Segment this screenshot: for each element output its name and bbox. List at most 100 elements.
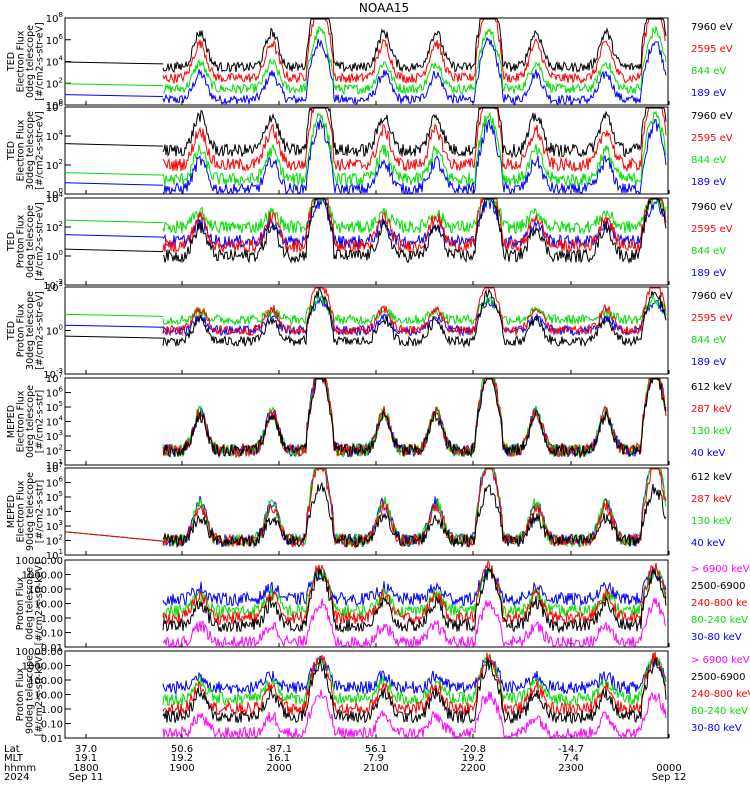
y-tick-label: 107 bbox=[46, 371, 63, 385]
y-tick-label: 101 bbox=[46, 548, 63, 562]
legend-entry: 2595 eV bbox=[691, 44, 733, 55]
y-tick-label: 10-3 bbox=[43, 367, 63, 381]
legend-entry: 2500-6900 bbox=[691, 581, 746, 592]
legend-entry: 2595 eV bbox=[691, 133, 733, 144]
series-trace bbox=[162, 25, 667, 96]
y-tick-label: 100 bbox=[46, 324, 63, 338]
y-tick-label: 0.10 bbox=[41, 720, 63, 731]
legend-entry: 240-800 ke bbox=[691, 598, 748, 609]
legend-entry: 2500-6900 bbox=[691, 672, 746, 683]
series-trace bbox=[162, 651, 667, 717]
legend-entry: 2595 eV bbox=[691, 313, 733, 324]
series-trace bbox=[162, 197, 667, 235]
x-tick-label-mlt: 7.9 bbox=[368, 753, 384, 764]
x-row-label: Lat bbox=[4, 744, 20, 755]
x-tick-label-hhmm: 2200 bbox=[460, 763, 485, 774]
legend-entry: 7960 eV bbox=[691, 202, 733, 213]
legend-entry: 844 eV bbox=[691, 246, 726, 257]
x-row-label: hhmm bbox=[4, 763, 36, 774]
legend-entry: 844 eV bbox=[691, 66, 726, 77]
series-trace bbox=[162, 565, 667, 608]
legend-entry: 130 keV bbox=[691, 426, 732, 437]
y-tick-label: 102 bbox=[46, 76, 63, 90]
series-trace bbox=[162, 287, 667, 349]
legend-entry: 189 eV bbox=[691, 268, 726, 279]
series-trace bbox=[162, 18, 666, 85]
series-trace bbox=[162, 295, 667, 326]
y-tick-label: 1.00 bbox=[41, 614, 63, 625]
panel-8: 0.01 0.10 1.00 10.00 100.00 1000.00 10000.00Pr… bbox=[15, 647, 750, 745]
y-tick-label: 102 bbox=[46, 220, 63, 234]
series-trace bbox=[162, 652, 667, 708]
series-trace bbox=[162, 560, 667, 625]
y-tick-label: 100.00 bbox=[28, 676, 63, 687]
x-tick-label-hhmm: 0000 bbox=[656, 763, 681, 774]
figure-title: NOAA15 bbox=[359, 1, 409, 15]
plot-frame bbox=[64, 106, 669, 195]
series-trace bbox=[162, 656, 667, 725]
x-tick-label-lat: -87.1 bbox=[266, 744, 292, 755]
y-tick-label: 10000.00 bbox=[15, 647, 63, 658]
y-tick-label: 105 bbox=[46, 490, 63, 504]
y-tick-label: 10.00 bbox=[34, 691, 63, 702]
y-tick-label: 105 bbox=[46, 400, 63, 414]
y-tick-label: 1000.00 bbox=[22, 662, 63, 673]
series-trace bbox=[162, 655, 667, 696]
legend-entry: 130 keV bbox=[691, 516, 732, 527]
x-tick-label-hhmm: 2300 bbox=[558, 763, 583, 774]
plot-frame bbox=[64, 559, 669, 648]
legend-entry: 287 keV bbox=[691, 404, 732, 415]
trace-segment bbox=[64, 234, 164, 238]
series-trace bbox=[162, 117, 667, 195]
x-tick-label-date: Sep 12 bbox=[652, 772, 687, 783]
trace-segment bbox=[64, 83, 164, 87]
legend-entry: 844 eV bbox=[691, 335, 726, 346]
x-tick-label-mlt: 16.1 bbox=[268, 753, 290, 764]
plot-frame bbox=[64, 197, 669, 286]
y-tick-label: 102 bbox=[46, 534, 63, 548]
y-tick-label: 100 bbox=[46, 249, 63, 263]
y-tick-label: 0.01 bbox=[41, 643, 63, 654]
series-trace bbox=[162, 286, 667, 337]
legend-entry: 7960 eV bbox=[691, 291, 733, 302]
y-axis-label: TEDProton Flux0deg telescope[#/cm2-s-str… bbox=[6, 202, 46, 281]
y-tick-label: 100 bbox=[46, 187, 63, 201]
series-trace bbox=[162, 567, 667, 634]
series-trace bbox=[162, 106, 667, 159]
series-trace bbox=[162, 481, 667, 549]
x-tick-label-lat: 56.1 bbox=[365, 744, 387, 755]
y-axis-label: Proton Flux0deg telescope[#/cm2-s-str-ke… bbox=[15, 562, 45, 646]
y-tick-label: 1.00 bbox=[41, 705, 63, 716]
trace-segment bbox=[64, 313, 164, 317]
y-axis-label: MEPEDElectron Flux90deg telescope[#/cm2-… bbox=[6, 472, 46, 551]
y-tick-label: 104 bbox=[46, 505, 64, 519]
y-tick-label: 104 bbox=[46, 129, 64, 143]
x-tick-label-date: Sep 11 bbox=[69, 772, 104, 783]
y-tick-label: 10-2 bbox=[43, 278, 63, 292]
legend-entry: 7960 eV bbox=[691, 111, 733, 122]
trace-segment bbox=[64, 324, 164, 328]
trace-segment bbox=[64, 531, 164, 542]
legend-entry: 30-80 keV bbox=[691, 632, 742, 643]
y-tick-label: 100 bbox=[46, 98, 63, 112]
plot-frame bbox=[64, 650, 669, 739]
legend-entry: 30-80 keV bbox=[691, 723, 742, 734]
trace-segment bbox=[64, 94, 164, 98]
y-tick-label: 102 bbox=[46, 444, 63, 458]
y-axis-label: TEDElectron Flux0deg telescope[#/cm2-s-s… bbox=[6, 22, 46, 101]
y-tick-label: 108 bbox=[46, 11, 63, 25]
x-tick-label-mlt: 19.2 bbox=[171, 753, 193, 764]
y-tick-label: 104 bbox=[46, 191, 64, 205]
y-tick-label: 107 bbox=[46, 461, 63, 475]
y-axis-label: TEDProton Flux30deg telescope[#/cm2-s-st… bbox=[6, 291, 46, 370]
legend-entry: 40 keV bbox=[691, 448, 725, 459]
y-axis-label: Proton Flux90deg telescope[#/cm2-s-str-k… bbox=[15, 653, 45, 737]
trace-segment bbox=[64, 172, 164, 176]
legend-entry: 2595 eV bbox=[691, 224, 733, 235]
panel-7: 0.01 0.10 1.00 10.00 100.00 1000.00 10000.00Pr… bbox=[15, 556, 750, 654]
y-axis-label: TEDElectron Flux30deg telescope[#/cm2-s-… bbox=[6, 111, 46, 190]
